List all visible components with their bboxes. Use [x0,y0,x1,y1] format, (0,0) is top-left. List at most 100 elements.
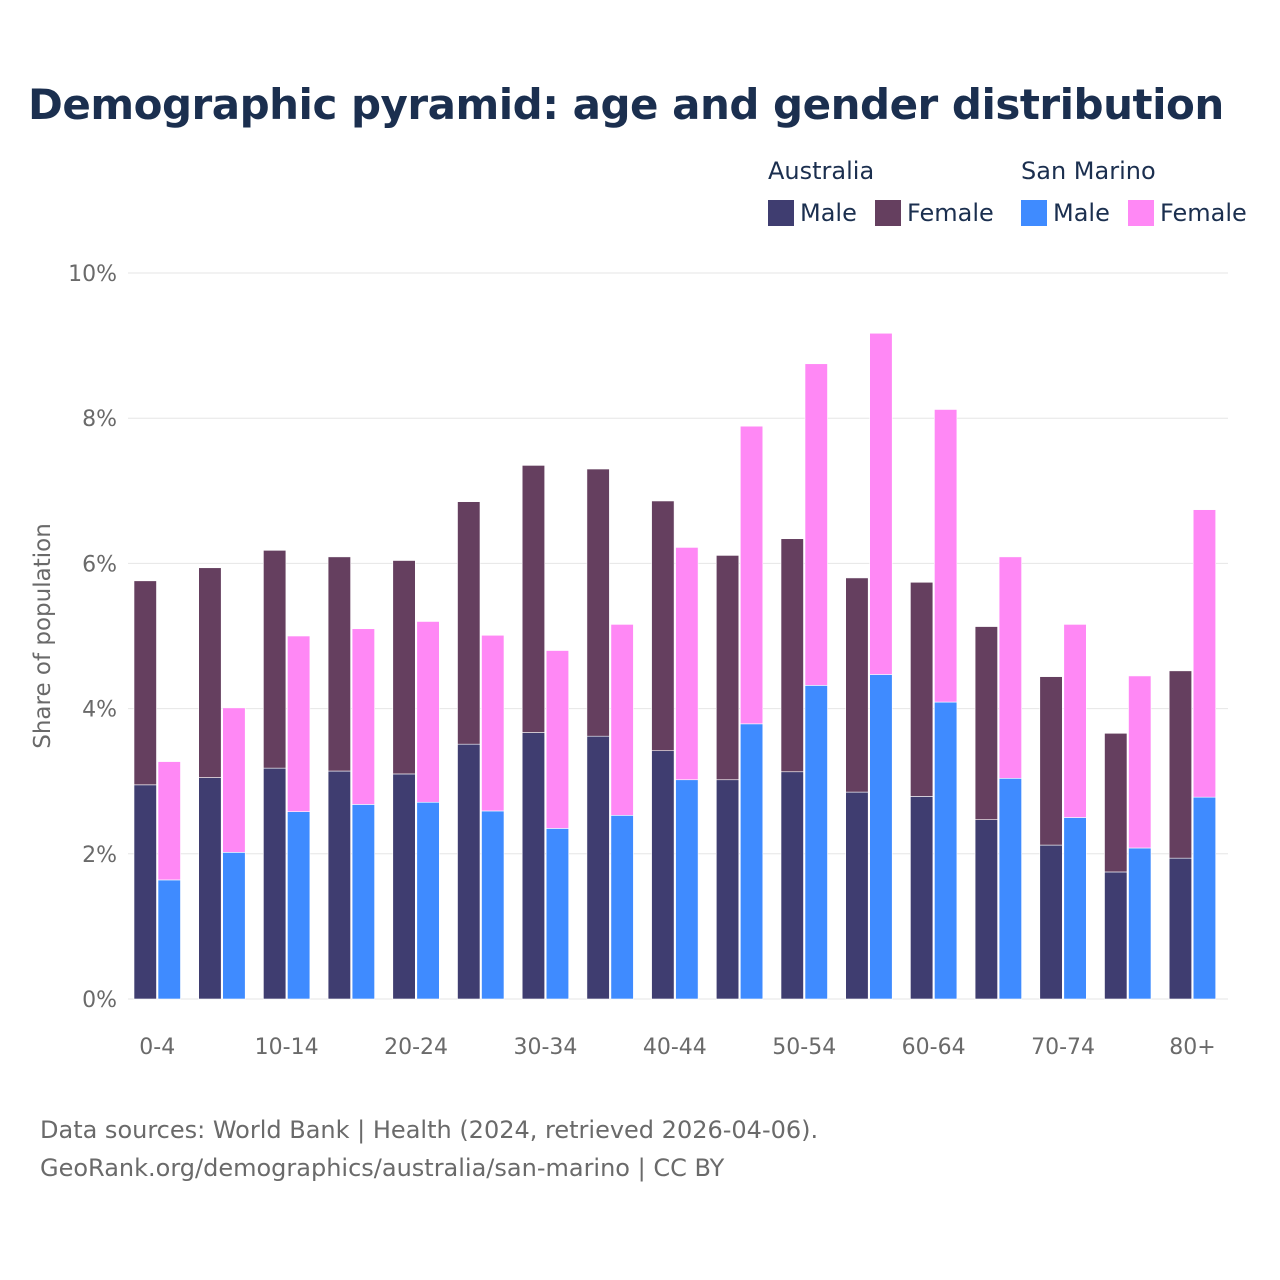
bar-australia-female-35-39[interactable] [586,468,610,737]
y-tick-label: 2% [82,843,117,868]
bar-san-marino-female-15-19[interactable] [351,628,375,805]
bar-san-marino-female-40-44[interactable] [675,547,699,781]
bar-san-marino-male-15-19[interactable] [351,804,375,1000]
x-axis-ticks: 0-4 10-14 20-24 30-34 40-44 50-54 60-64 70-74 80… [139,1035,1215,1060]
legend-label: Female [1160,199,1247,227]
y-axis-ticks: 0% 2% 4% 6% 8% 10% [68,262,117,1013]
bar-san-marino-female-70-74[interactable] [1063,624,1087,818]
bar-australia-female-25-29[interactable] [457,501,481,745]
bar-australia-female-40-44[interactable] [651,500,675,752]
bar-san-marino-female-60-64[interactable] [934,409,958,703]
legend-swatch-australia-female [875,200,901,226]
y-tick-label: 4% [82,698,117,723]
bar-australia-male-60-64[interactable] [910,796,934,1000]
bar-australia-female-65-69[interactable] [974,626,998,820]
bar-san-marino-male-50-54[interactable] [804,685,828,1000]
bar-san-marino-male-10-14[interactable] [287,811,311,1000]
bar-australia-male-15-19[interactable] [327,770,351,1000]
bar-san-marino-male-35-39[interactable] [610,815,634,1000]
bar-san-marino-female-25-29[interactable] [481,634,505,812]
legend-item-australia-female[interactable]: Female [875,199,994,227]
x-tick-label: 10-14 [255,1035,319,1060]
legend-label: Female [907,199,994,227]
bar-australia-male-25-29[interactable] [457,743,481,1000]
bar-san-marino-male-80+[interactable] [1192,796,1216,1000]
bar-australia-male-75-79[interactable] [1104,871,1128,1000]
bars [133,332,1216,1000]
bar-australia-female-0-4[interactable] [133,580,157,786]
bar-australia-male-40-44[interactable] [651,750,675,1000]
x-tick-label: 40-44 [643,1035,707,1060]
footer-source: Data sources: World Bank | Health (2024,… [40,1116,819,1144]
bar-australia-female-55-59[interactable] [845,577,869,793]
bar-australia-male-65-69[interactable] [974,819,998,1000]
bar-australia-female-15-19[interactable] [327,556,351,772]
y-tick-label: 10% [68,262,117,287]
legend-group-australia: Australia [768,157,875,185]
bar-australia-female-75-79[interactable] [1104,732,1128,873]
bar-san-marino-female-30-34[interactable] [545,650,570,829]
bar-san-marino-female-35-39[interactable] [610,624,634,816]
y-tick-label: 0% [82,988,117,1013]
bar-australia-male-10-14[interactable] [263,767,287,1000]
bar-san-marino-female-55-59[interactable] [869,332,893,675]
bar-australia-female-60-64[interactable] [910,581,934,797]
y-axis-label: Share of population [30,523,56,749]
bar-australia-male-70-74[interactable] [1039,844,1063,1000]
legend-item-san-marino-female[interactable]: Female [1128,199,1247,227]
bar-australia-male-35-39[interactable] [586,735,610,1000]
x-tick-label: 70-74 [1031,1035,1095,1060]
bar-australia-female-10-14[interactable] [263,550,287,769]
bar-australia-female-20-24[interactable] [392,560,416,775]
bar-australia-female-30-34[interactable] [521,465,546,733]
bar-san-marino-female-80+[interactable] [1192,509,1216,798]
bar-australia-male-30-34[interactable] [521,732,546,1000]
bar-australia-male-80+[interactable] [1168,857,1192,1000]
bar-australia-female-80+[interactable] [1168,670,1192,859]
bar-san-marino-male-60-64[interactable] [934,701,958,1000]
legend-label: Male [800,199,857,227]
y-tick-label: 6% [82,552,117,577]
x-tick-label: 20-24 [384,1035,448,1060]
bar-australia-male-50-54[interactable] [780,771,804,1000]
bar-australia-male-0-4[interactable] [133,784,157,1000]
bar-san-marino-male-5-9[interactable] [222,852,246,1000]
bar-san-marino-male-20-24[interactable] [416,801,440,1000]
bar-san-marino-male-40-44[interactable] [675,779,699,1000]
bar-san-marino-male-30-34[interactable] [545,828,570,1000]
legend-swatch-san-marino-male [1021,200,1047,226]
x-tick-label: 50-54 [772,1035,836,1060]
bar-san-marino-male-70-74[interactable] [1063,817,1087,1000]
chart-title: Demographic pyramid: age and gender dist… [28,80,1224,129]
bar-san-marino-male-75-79[interactable] [1128,847,1152,1000]
bar-san-marino-female-65-69[interactable] [998,556,1022,779]
bar-san-marino-female-0-4[interactable] [157,761,181,881]
chart-plot: 0% 2% 4% 6% 8% 10% 0-4 10-14 20-24 30-34 40-44 50-… [30,262,1228,1060]
legend-item-australia-male[interactable]: Male [768,199,857,227]
bar-australia-male-5-9[interactable] [198,777,222,1000]
bar-australia-female-70-74[interactable] [1039,676,1063,846]
legend-swatch-australia-male [768,200,794,226]
legend-swatch-san-marino-female [1128,200,1154,226]
bar-australia-male-20-24[interactable] [392,773,416,1000]
bar-san-marino-male-0-4[interactable] [157,879,181,1000]
legend-label: Male [1053,199,1110,227]
bar-australia-male-45-49[interactable] [715,779,740,1000]
bar-australia-female-45-49[interactable] [715,555,740,781]
bar-san-marino-female-5-9[interactable] [222,707,246,853]
bar-australia-male-55-59[interactable] [845,791,869,1000]
bar-san-marino-female-75-79[interactable] [1128,675,1152,849]
bar-san-marino-female-50-54[interactable] [804,363,828,686]
legend-item-san-marino-male[interactable]: Male [1021,199,1110,227]
bar-australia-female-5-9[interactable] [198,567,222,778]
bar-san-marino-male-55-59[interactable] [869,674,893,1000]
footer-url[interactable]: GeoRank.org/demographics/australia/san-m… [40,1154,725,1182]
bar-san-marino-female-10-14[interactable] [287,635,311,812]
bar-san-marino-male-45-49[interactable] [739,723,764,1000]
bar-australia-female-50-54[interactable] [780,538,804,773]
bar-san-marino-female-45-49[interactable] [739,425,764,725]
y-tick-label: 8% [82,407,117,432]
bar-san-marino-male-65-69[interactable] [998,777,1022,1000]
bar-san-marino-male-25-29[interactable] [481,810,505,1000]
bar-san-marino-female-20-24[interactable] [416,621,440,803]
